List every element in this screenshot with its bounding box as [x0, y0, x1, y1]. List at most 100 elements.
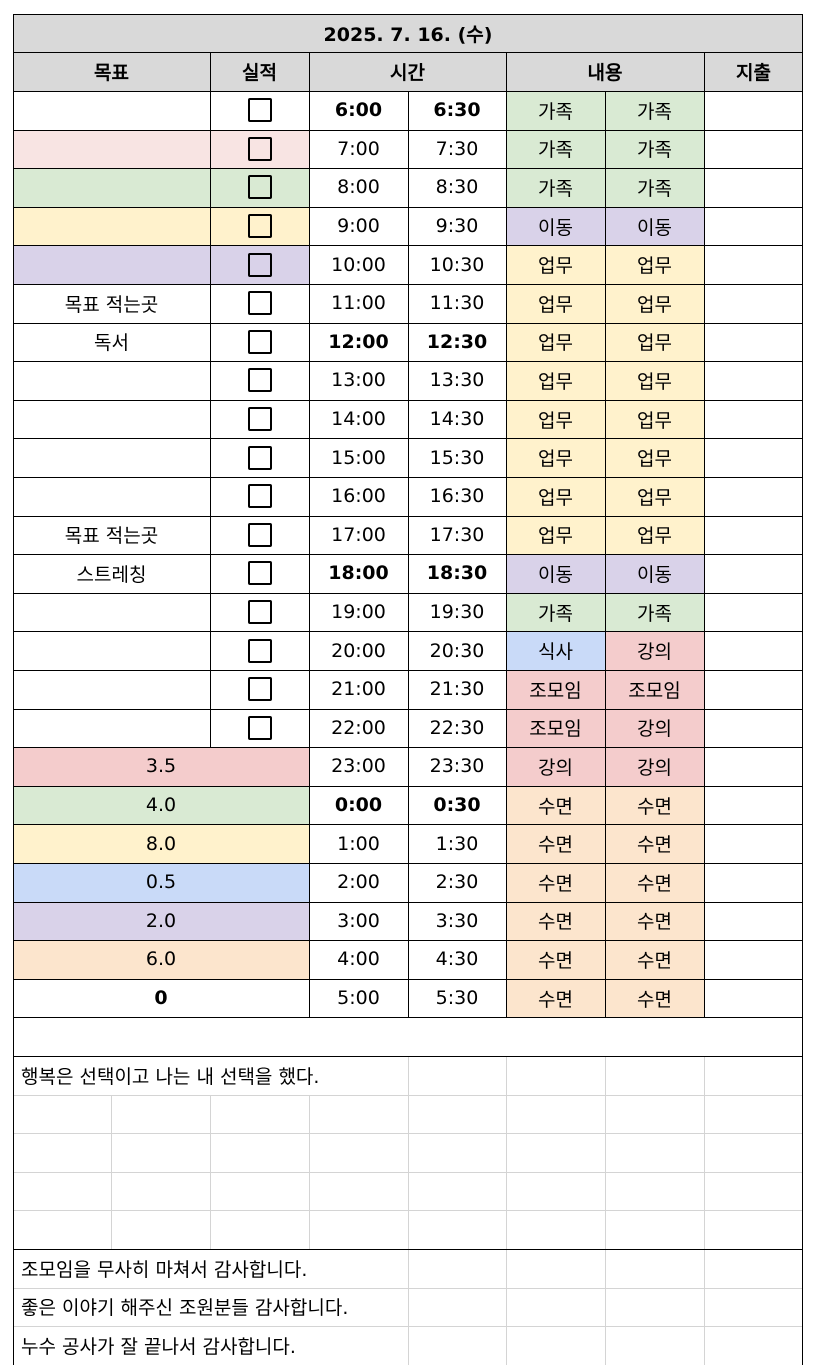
time-start[interactable]: 8:00 — [309, 168, 408, 207]
done-checkbox[interactable] — [247, 484, 272, 509]
done-checkbox[interactable] — [247, 136, 272, 161]
done-checkbox[interactable] — [247, 329, 272, 354]
done-checkbox[interactable] — [247, 214, 272, 239]
content-cell-1[interactable]: 업무 — [506, 284, 605, 323]
expense-cell[interactable] — [704, 284, 803, 323]
done-checkbox[interactable] — [247, 677, 272, 702]
expense-cell[interactable] — [704, 129, 803, 169]
goal-cell[interactable] — [13, 477, 210, 516]
expense-cell[interactable] — [704, 361, 803, 400]
expense-cell[interactable] — [704, 322, 803, 362]
done-cell[interactable] — [210, 670, 309, 709]
content-cell-2[interactable]: 수면 — [605, 824, 704, 863]
time-start[interactable]: 16:00 — [309, 477, 408, 516]
content-cell-2[interactable]: 가족 — [605, 168, 704, 207]
content-cell-2[interactable]: 수면 — [605, 785, 704, 825]
note-line[interactable]: 좋은 이야기 해주신 조원분들 감사합니다. — [21, 1297, 349, 1320]
content-cell-2[interactable]: 수면 — [605, 901, 704, 941]
content-cell-1[interactable]: 식사 — [506, 631, 605, 670]
time-end[interactable]: 16:30 — [408, 477, 506, 516]
time-end[interactable]: 18:30 — [408, 554, 506, 593]
summary-value[interactable]: 0 — [13, 978, 309, 1018]
done-checkbox[interactable] — [247, 522, 272, 547]
done-cell[interactable] — [210, 91, 309, 130]
time-end[interactable]: 9:30 — [408, 206, 506, 246]
goal-cell[interactable]: 독서 — [13, 322, 210, 362]
content-cell-2[interactable]: 업무 — [605, 245, 704, 284]
done-cell[interactable] — [210, 245, 309, 284]
content-cell-2[interactable]: 이동 — [605, 206, 704, 246]
done-cell[interactable] — [210, 477, 309, 516]
content-cell-1[interactable]: 업무 — [506, 477, 605, 516]
done-cell[interactable] — [210, 438, 309, 477]
done-cell[interactable] — [210, 708, 309, 748]
summary-value[interactable]: 4.0 — [13, 785, 309, 825]
expense-cell[interactable] — [704, 863, 803, 902]
content-cell-2[interactable]: 수면 — [605, 978, 704, 1018]
done-cell[interactable] — [210, 322, 309, 362]
date-title[interactable]: 2025. 7. 16. (수) — [13, 14, 803, 52]
done-cell[interactable] — [210, 284, 309, 323]
done-cell[interactable] — [210, 631, 309, 670]
content-cell-2[interactable]: 업무 — [605, 322, 704, 362]
time-start[interactable]: 23:00 — [309, 747, 408, 786]
time-start[interactable]: 2:00 — [309, 863, 408, 902]
content-cell-1[interactable]: 업무 — [506, 438, 605, 477]
content-cell-1[interactable]: 수면 — [506, 901, 605, 941]
summary-value[interactable]: 6.0 — [13, 940, 309, 979]
content-cell-1[interactable]: 업무 — [506, 361, 605, 400]
done-checkbox[interactable] — [247, 445, 272, 470]
done-cell[interactable] — [210, 206, 309, 246]
expense-cell[interactable] — [704, 554, 803, 593]
done-checkbox[interactable] — [247, 252, 272, 277]
time-end[interactable]: 10:30 — [408, 245, 506, 284]
done-checkbox[interactable] — [247, 98, 272, 123]
summary-value[interactable]: 2.0 — [13, 901, 309, 941]
header-goal[interactable]: 목표 — [13, 52, 210, 91]
time-end[interactable]: 0:30 — [408, 785, 506, 825]
goal-cell[interactable] — [13, 708, 210, 748]
time-end[interactable]: 15:30 — [408, 438, 506, 477]
header-done[interactable]: 실적 — [210, 52, 309, 91]
summary-value[interactable]: 0.5 — [13, 863, 309, 902]
content-cell-2[interactable]: 가족 — [605, 129, 704, 169]
time-end[interactable]: 23:30 — [408, 747, 506, 786]
time-end[interactable]: 22:30 — [408, 708, 506, 748]
summary-value[interactable]: 3.5 — [13, 747, 309, 786]
expense-cell[interactable] — [704, 747, 803, 786]
content-cell-2[interactable]: 가족 — [605, 91, 704, 130]
content-cell-1[interactable]: 가족 — [506, 592, 605, 632]
expense-cell[interactable] — [704, 399, 803, 439]
content-cell-2[interactable]: 수면 — [605, 940, 704, 979]
content-cell-2[interactable]: 가족 — [605, 592, 704, 632]
done-cell[interactable] — [210, 168, 309, 207]
done-cell[interactable] — [210, 361, 309, 400]
content-cell-1[interactable]: 업무 — [506, 245, 605, 284]
goal-cell[interactable]: 목표 적는곳 — [13, 515, 210, 555]
expense-cell[interactable] — [704, 978, 803, 1018]
expense-cell[interactable] — [704, 592, 803, 632]
time-start[interactable]: 18:00 — [309, 554, 408, 593]
done-checkbox[interactable] — [247, 291, 272, 316]
time-end[interactable]: 20:30 — [408, 631, 506, 670]
expense-cell[interactable] — [704, 824, 803, 863]
time-end[interactable]: 6:30 — [408, 91, 506, 130]
content-cell-1[interactable]: 조모임 — [506, 708, 605, 748]
time-end[interactable]: 13:30 — [408, 361, 506, 400]
time-start[interactable]: 7:00 — [309, 129, 408, 169]
time-end[interactable]: 19:30 — [408, 592, 506, 632]
content-cell-1[interactable]: 수면 — [506, 785, 605, 825]
content-cell-2[interactable]: 업무 — [605, 438, 704, 477]
expense-cell[interactable] — [704, 708, 803, 748]
note-line[interactable]: 조모임을 무사히 마쳐서 감사합니다. — [21, 1258, 308, 1281]
content-cell-2[interactable]: 이동 — [605, 554, 704, 593]
expense-cell[interactable] — [704, 515, 803, 555]
expense-cell[interactable] — [704, 206, 803, 246]
expense-cell[interactable] — [704, 91, 803, 130]
time-end[interactable]: 8:30 — [408, 168, 506, 207]
expense-cell[interactable] — [704, 901, 803, 941]
time-end[interactable]: 17:30 — [408, 515, 506, 555]
note-line[interactable]: 행복은 선택이고 나는 내 선택을 했다. — [21, 1065, 320, 1088]
goal-cell[interactable]: 목표 적는곳 — [13, 284, 210, 323]
content-cell-1[interactable]: 이동 — [506, 206, 605, 246]
